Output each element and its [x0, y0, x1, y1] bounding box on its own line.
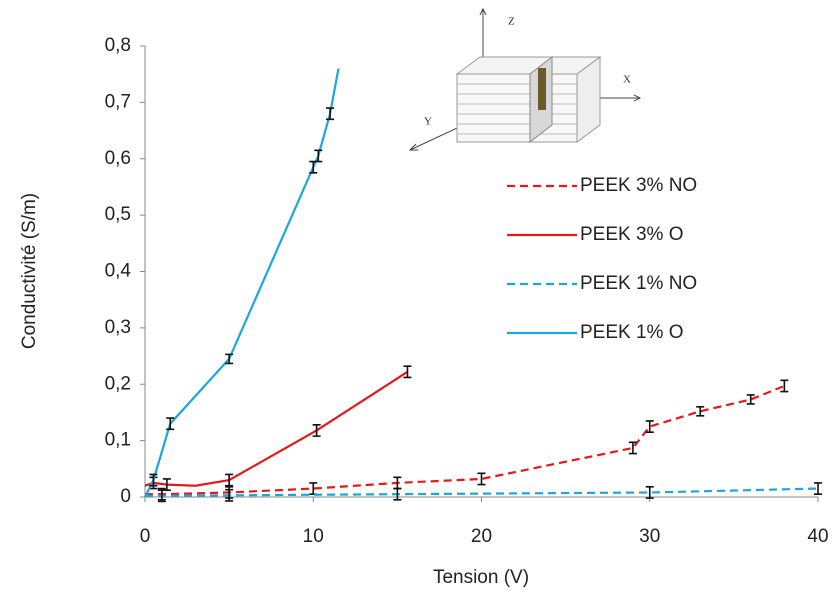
inset-diagram: [408, 7, 642, 151]
error-bar: [393, 487, 402, 501]
y-tick-label: 0,3: [105, 317, 131, 338]
legend-label: PEEK 1% O: [580, 322, 684, 343]
series-line: [144, 68, 340, 498]
y-tick-label: 0,1: [105, 430, 131, 451]
y-tick-label: 0,5: [105, 204, 131, 225]
y-tick-label: 0,2: [105, 373, 131, 394]
x-tick-label: 40: [807, 526, 828, 547]
inset-label: X: [623, 74, 631, 86]
error-bar: [149, 473, 158, 487]
series-line: [145, 384, 785, 496]
series-line: [144, 370, 409, 487]
x-tick-label: 30: [639, 526, 660, 547]
error-bar: [326, 107, 335, 121]
error-bar: [225, 353, 234, 365]
error-bar: [814, 482, 822, 495]
error-bar: [477, 472, 486, 486]
error-bar: [157, 489, 166, 503]
inset-label: Y: [424, 116, 432, 128]
x-tick-label: 10: [303, 526, 324, 547]
error-bar: [166, 417, 175, 431]
x-tick-label: 20: [471, 526, 492, 547]
error-bar: [225, 488, 234, 502]
error-bar: [645, 486, 654, 499]
legend-label: PEEK 3% NO: [580, 175, 697, 196]
y-tick-label: 0,7: [105, 91, 131, 112]
x-tick-label: 0: [140, 526, 151, 547]
error-bar: [225, 473, 234, 487]
error-bar: [312, 424, 321, 437]
error-bar: [780, 379, 789, 393]
error-bar: [746, 394, 755, 405]
error-bar: [314, 149, 323, 163]
y-tick-label: 0,6: [105, 148, 131, 169]
error-bar: [403, 365, 412, 379]
series-line: [145, 487, 819, 497]
y-tick-label: 0,8: [105, 35, 131, 56]
legend-label: PEEK 3% O: [580, 224, 684, 245]
y-tick-label: 0: [120, 486, 131, 507]
error-bar: [628, 441, 637, 455]
error-bar: [645, 420, 654, 433]
y-axis-label: Conductivité (S/m): [19, 193, 40, 349]
error-bar: [696, 406, 705, 417]
y-tick-label: 0,4: [105, 261, 132, 282]
x-axis-label: Tension (V): [433, 567, 529, 588]
legend-label: PEEK 1% NO: [580, 273, 697, 294]
inset-label: Z: [508, 16, 515, 28]
